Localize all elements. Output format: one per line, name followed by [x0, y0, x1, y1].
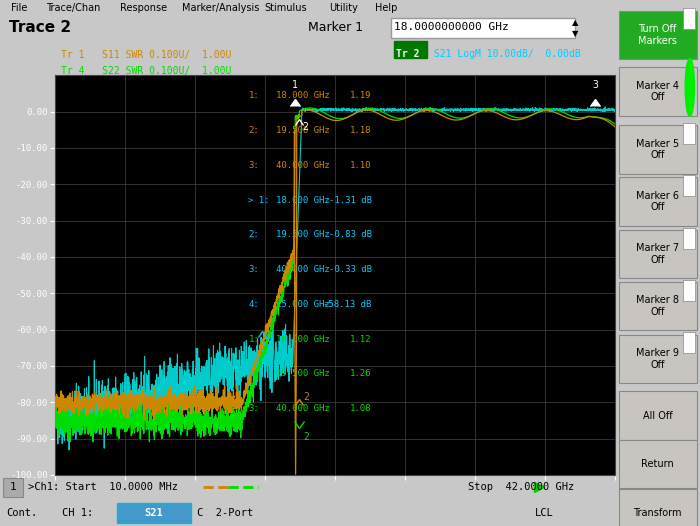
Text: Utility: Utility [329, 3, 358, 13]
Bar [619, 67, 696, 116]
Text: Marker 7
Off: Marker 7 Off [636, 243, 679, 265]
Text: Marker 1: Marker 1 [307, 21, 363, 34]
Bar [683, 332, 695, 353]
Bar [3, 478, 23, 497]
Bar [391, 18, 575, 37]
Text: 18.000 GHz: 18.000 GHz [276, 196, 330, 205]
Text: 1: 1 [293, 80, 298, 90]
Text: File: File [11, 3, 27, 13]
Bar [619, 282, 696, 330]
Text: S21 LogM 10.00dB/  0.00dB: S21 LogM 10.00dB/ 0.00dB [428, 49, 580, 59]
Text: Cont.: Cont. [6, 508, 37, 518]
Text: 1.18: 1.18 [350, 126, 372, 135]
Bar [619, 177, 696, 226]
Text: 40.000 GHz: 40.000 GHz [276, 161, 330, 170]
Text: ▲: ▲ [572, 18, 579, 27]
Text: 1: 1 [10, 482, 16, 492]
Text: 40.000 GHz: 40.000 GHz [276, 404, 330, 413]
Bar [117, 503, 190, 523]
Text: Tr 4   S22 SWR 0.100U/  1.00U: Tr 4 S22 SWR 0.100U/ 1.00U [61, 66, 231, 76]
Text: 15.000 GHz: 15.000 GHz [276, 300, 330, 309]
Text: 2:: 2: [248, 126, 259, 135]
Text: 19.500 GHz: 19.500 GHz [276, 369, 330, 378]
Bar [683, 175, 695, 196]
Text: Marker/Analysis: Marker/Analysis [181, 3, 259, 13]
Bar [683, 123, 695, 144]
Text: Return: Return [641, 459, 674, 469]
Text: Tr 2: Tr 2 [395, 49, 419, 59]
Bar [619, 489, 696, 526]
Text: 2: 2 [303, 432, 309, 442]
Text: 2: 2 [303, 392, 309, 402]
Text: 40.000 GHz: 40.000 GHz [276, 265, 330, 274]
Text: 3:: 3: [248, 265, 259, 274]
Text: All Off: All Off [643, 410, 673, 421]
Bar [394, 41, 426, 58]
Text: ▼: ▼ [572, 29, 579, 38]
Text: 2: 2 [302, 122, 308, 132]
Text: 4: 4 [265, 332, 270, 342]
Text: 1.26: 1.26 [350, 369, 372, 378]
Text: 3:: 3: [248, 161, 259, 170]
Text: Marker 8
Off: Marker 8 Off [636, 295, 679, 317]
Text: 1.08: 1.08 [350, 404, 372, 413]
Text: Marker 4
Off: Marker 4 Off [636, 80, 679, 103]
Bar [619, 335, 696, 383]
Text: 1.10: 1.10 [350, 161, 372, 170]
Text: 2:: 2: [248, 230, 259, 239]
Text: Marker 6
Off: Marker 6 Off [636, 190, 679, 213]
Bar [683, 280, 695, 301]
Text: -58.13 dB: -58.13 dB [323, 300, 372, 309]
Text: -0.83 dB: -0.83 dB [329, 230, 372, 239]
Text: Trace/Chan: Trace/Chan [46, 3, 101, 13]
Text: 18.000 GHz: 18.000 GHz [276, 91, 330, 100]
Text: Stimulus: Stimulus [265, 3, 307, 13]
Bar [619, 125, 696, 174]
Text: 1.19: 1.19 [350, 91, 372, 100]
Text: -1.31 dB: -1.31 dB [329, 196, 372, 205]
Text: LCL: LCL [536, 508, 554, 518]
Bar [683, 8, 695, 29]
Circle shape [685, 58, 694, 116]
Text: Response: Response [120, 3, 167, 13]
Text: Tr 1   S11 SWR 0.100U/  1.00U: Tr 1 S11 SWR 0.100U/ 1.00U [61, 50, 231, 60]
Text: 1:: 1: [248, 335, 259, 343]
Text: S21: S21 [144, 508, 163, 518]
Text: 18.000 GHz: 18.000 GHz [276, 335, 330, 343]
Text: 3:: 3: [248, 404, 259, 413]
Text: 19.500 GHz: 19.500 GHz [276, 126, 330, 135]
Text: 19.500 GHz: 19.500 GHz [276, 230, 330, 239]
Bar [619, 391, 696, 440]
Text: Turn Off
Markers: Turn Off Markers [638, 24, 677, 46]
Bar [619, 11, 696, 59]
Text: CH 1:: CH 1: [62, 508, 93, 518]
Text: 4:: 4: [248, 300, 259, 309]
Text: 18.0000000000 GHz: 18.0000000000 GHz [394, 22, 508, 32]
Text: C  2-Port: C 2-Port [197, 508, 253, 518]
Text: 1.12: 1.12 [350, 335, 372, 343]
Text: Transform: Transform [634, 508, 682, 518]
Text: 1:: 1: [248, 91, 259, 100]
Text: Trace 2: Trace 2 [9, 19, 71, 35]
Text: 2:: 2: [248, 369, 259, 378]
Text: > 1:: > 1: [248, 196, 270, 205]
Text: Marker 5
Off: Marker 5 Off [636, 138, 679, 160]
Bar [619, 440, 696, 488]
Text: >Ch1: Start  10.0000 MHz: >Ch1: Start 10.0000 MHz [28, 482, 178, 492]
Text: 3: 3 [592, 80, 598, 90]
Text: -0.33 dB: -0.33 dB [329, 265, 372, 274]
Text: Stop  42.0000 GHz: Stop 42.0000 GHz [468, 482, 574, 492]
Bar [619, 230, 696, 278]
Text: Help: Help [375, 3, 398, 13]
Text: Marker 9
Off: Marker 9 Off [636, 348, 679, 370]
Bar [683, 228, 695, 249]
